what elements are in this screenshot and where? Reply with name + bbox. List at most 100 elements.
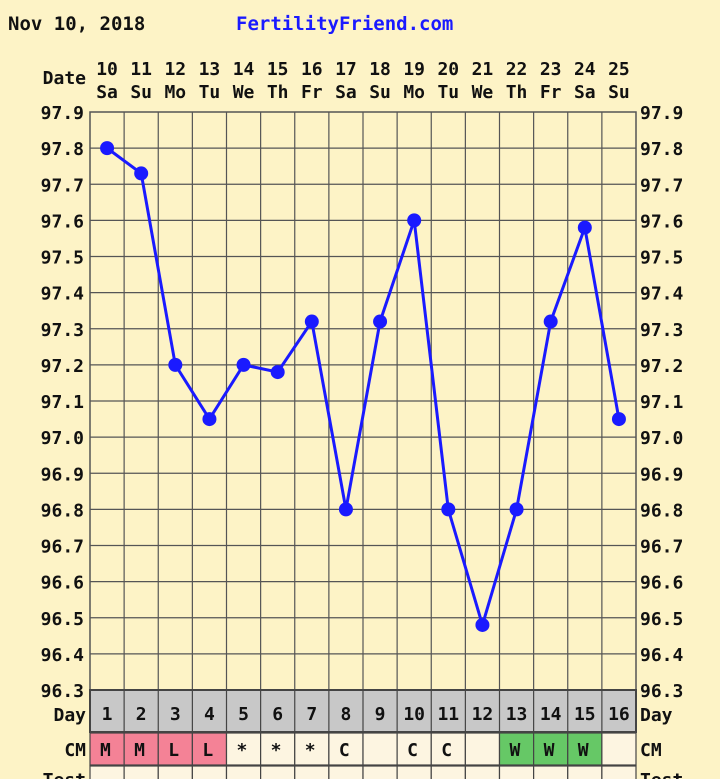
temperature-point [168,357,183,372]
temperature-point [543,314,558,329]
temperature-point [509,502,524,517]
temperature-point [236,357,251,372]
test-cell [362,765,398,779]
test-label-left: Test [43,770,86,779]
date-tick-label: 21 [472,59,494,80]
cycle-day-label: 16 [608,704,630,725]
test-cell [89,765,125,779]
cm-value: * [237,740,248,761]
weekday-tick-label: Fr [540,82,562,103]
test-cell [601,765,637,779]
cycle-day-label: 10 [403,704,425,725]
cm-value: * [305,740,316,761]
date-tick-label: 11 [130,59,152,80]
y-tick-label-right: 96.8 [640,500,683,521]
cm-cell [260,732,296,766]
y-tick-label-right: 97.2 [640,356,683,377]
test-cell [464,765,501,779]
date-tick-label: 15 [267,59,289,80]
weekday-tick-label: Sa [574,82,596,103]
y-tick-label-right: 97.8 [640,139,683,160]
temperature-point [338,502,353,517]
temperature-point [134,166,149,181]
site-link[interactable]: FertilityFriend.com [236,13,453,35]
y-tick-label-left: 97.2 [41,356,84,377]
weekday-tick-label: Th [267,82,289,103]
y-tick-label-right: 97.5 [640,248,683,269]
weekday-tick-label: Th [506,82,528,103]
day-label-right: Day [640,705,673,726]
test-cell [567,765,603,779]
cm-value: M [134,740,145,761]
y-tick-label-right: 97.6 [640,211,683,232]
weekday-tick-label: Su [608,82,630,103]
date-tick-label: 17 [335,59,357,80]
cm-cell [533,732,569,766]
test-label-right: Test [640,770,683,779]
cm-value: W [510,740,521,761]
test-cell [396,765,432,779]
temperature-point [304,314,319,329]
y-tick-label-right: 96.3 [640,681,683,702]
cm-cell [567,732,603,766]
date-tick-label: 20 [437,59,459,80]
weekday-tick-label: Sa [96,82,118,103]
date-tick-label: 18 [369,59,391,80]
date-tick-label: 10 [96,59,118,80]
y-tick-label-left: 97.4 [41,284,85,305]
date-tick-label: 23 [540,59,562,80]
y-tick-label-left: 97.6 [41,211,84,232]
y-tick-label-left: 97.7 [41,175,84,196]
test-cell [123,765,159,779]
cycle-day-label: 2 [136,704,147,725]
temperature-point [100,141,115,156]
y-tick-label-right: 96.7 [640,537,683,558]
temperature-point [270,365,285,380]
cm-label-left: CM [64,740,86,761]
cycle-day-label: 12 [472,704,494,725]
y-tick-label-right: 96.5 [640,609,683,630]
y-tick-label-left: 96.7 [41,537,84,558]
cycle-day-label: 4 [204,704,215,725]
test-cell [498,765,535,779]
test-cell [430,765,466,779]
cm-value: W [544,740,555,761]
test-cell [225,765,262,779]
y-tick-label-right: 96.4 [640,645,684,666]
y-tick-label-left: 97.1 [41,392,84,413]
cycle-day-label: 6 [272,704,283,725]
cm-cell [89,732,125,766]
weekday-tick-label: Su [369,82,391,103]
cm-value: C [441,740,452,761]
y-tick-label-left: 97.0 [41,428,84,449]
cycle-day-label: 1 [102,704,113,725]
y-tick-label-left: 96.3 [41,681,84,702]
cm-cell [601,732,637,766]
date-tick-label: 14 [233,59,255,80]
y-tick-label-right: 97.0 [640,428,683,449]
cm-cell [294,732,330,766]
cycle-day-label: 11 [437,704,459,725]
cm-cell [464,732,501,766]
date-tick-label: 16 [301,59,323,80]
date-tick-label: 25 [608,59,630,80]
cm-value: W [578,740,589,761]
weekday-tick-label: We [472,82,494,103]
date-tick-label: 24 [574,59,596,80]
temperature-point [611,412,626,427]
temperature-line [106,146,621,631]
temperature-point [577,220,592,235]
temperature-point [475,617,490,632]
weekday-tick-label: We [233,82,255,103]
cycle-day-label: 13 [506,704,528,725]
test-cell [157,765,193,779]
day-label-left: Day [53,705,86,726]
cycle-day-label: 14 [540,704,562,725]
y-tick-label-left: 97.5 [41,248,84,269]
test-cell [191,765,228,779]
chart-date: Nov 10, 2018 [8,13,145,35]
cycle-day-label: 9 [375,704,386,725]
y-tick-label-left: 96.4 [41,645,85,666]
y-tick-label-right: 97.3 [640,320,683,341]
